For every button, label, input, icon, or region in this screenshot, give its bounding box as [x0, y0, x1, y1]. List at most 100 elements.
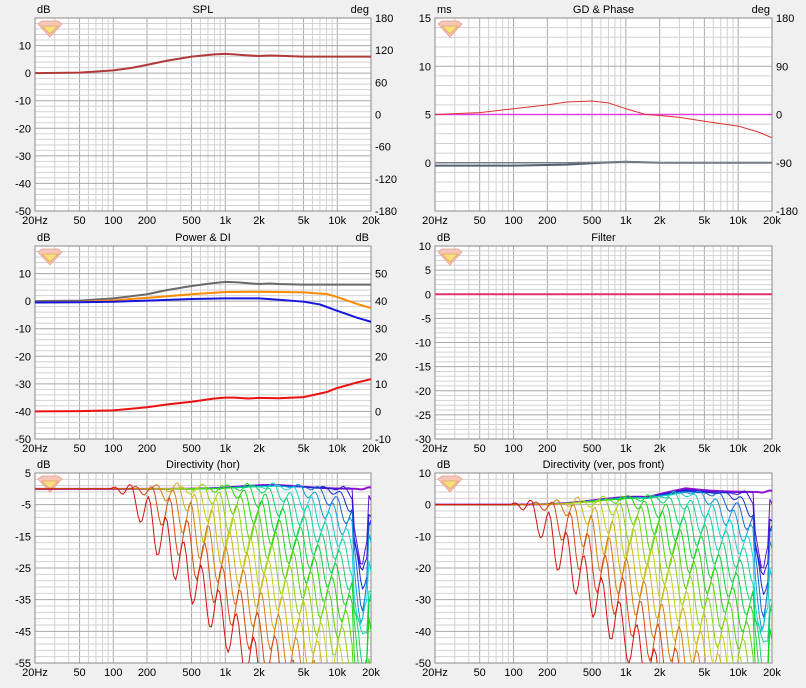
x-tick-label: 2k — [253, 667, 265, 679]
chart-title: GD & Phase — [573, 4, 634, 16]
x-tick-label: 2k — [654, 667, 666, 679]
y2-tick-label: 90 — [776, 61, 788, 73]
x-tick-label: 20k — [362, 443, 380, 455]
x-tick-label: 10k — [729, 215, 747, 227]
y-tick-label: -50 — [15, 206, 31, 218]
x-tick-label: 100 — [104, 215, 122, 227]
y-tick-label: -20 — [415, 563, 431, 575]
x-tick-label: 20Hz — [22, 667, 48, 679]
y-tick-label: -30 — [415, 434, 431, 446]
x-tick-label: 200 — [138, 215, 156, 227]
y-axis-unit: dB — [37, 232, 50, 244]
y-tick-label: 10 — [419, 241, 431, 253]
plot-border — [434, 472, 773, 664]
x-tick-label: 20k — [362, 667, 380, 679]
x-tick-label: 2k — [253, 215, 265, 227]
y-tick-label: -50 — [415, 658, 431, 670]
plot-border — [434, 245, 773, 440]
y-tick-label: 0 — [425, 158, 431, 170]
y-tick-label: 0 — [425, 500, 431, 512]
x-tick-label: 10k — [729, 443, 747, 455]
logo-icon — [37, 20, 63, 38]
y-tick-label: -10 — [15, 324, 31, 336]
y2-tick-label: -180 — [776, 206, 798, 218]
x-tick-label: 100 — [504, 667, 522, 679]
x-tick-label: 20k — [362, 215, 380, 227]
x-tick-label: 200 — [538, 667, 556, 679]
x-tick-label: 1k — [620, 667, 632, 679]
chart-title: Power & DI — [175, 232, 231, 244]
plot-border — [34, 472, 372, 664]
x-tick-label: 50 — [474, 667, 486, 679]
y-tick-label: -45 — [15, 626, 31, 638]
y-axis-unit: ms — [437, 4, 452, 16]
y-tick-label: -10 — [415, 531, 431, 543]
chart-title: Directivity (hor) — [166, 459, 240, 471]
x-tick-label: 500 — [182, 443, 200, 455]
x-tick-label: 20k — [763, 667, 781, 679]
y-tick-label: 0 — [25, 68, 31, 80]
series-line — [35, 378, 371, 413]
y2-tick-label: 20 — [375, 351, 387, 363]
x-tick-label: 1k — [219, 215, 231, 227]
y-tick-label: -40 — [415, 626, 431, 638]
series-line — [435, 161, 772, 164]
chart-panel: 0 5 10 15 -180 -90 0 90 180 20Hz 50 100 200 500 1k 2k 5k… — [419, 4, 798, 227]
y-tick-label: -40 — [15, 406, 31, 418]
y-tick-label: 10 — [19, 269, 31, 281]
y-tick-label: -20 — [15, 123, 31, 135]
x-tick-label: 20Hz — [422, 667, 448, 679]
y2-tick-label: 0 — [375, 406, 381, 418]
x-tick-label: 5k — [699, 667, 711, 679]
logo-icon — [37, 475, 63, 493]
series-line — [35, 297, 371, 323]
x-tick-label: 200 — [538, 215, 556, 227]
x-tick-label: 1k — [219, 443, 231, 455]
y-tick-label: -10 — [15, 96, 31, 108]
y-tick-label: -5 — [21, 500, 31, 512]
x-tick-label: 20Hz — [22, 215, 48, 227]
y-tick-label: -15 — [15, 531, 31, 543]
x-tick-label: 100 — [104, 667, 122, 679]
plot-border — [34, 17, 372, 212]
y-axis-unit: dB — [37, 459, 50, 471]
logo-icon — [437, 248, 463, 266]
x-tick-label: 10k — [328, 215, 346, 227]
y2-tick-label: -180 — [375, 206, 397, 218]
x-tick-label: 10k — [328, 667, 346, 679]
y-tick-label: -35 — [15, 595, 31, 607]
y-tick-label: 10 — [19, 41, 31, 53]
x-tick-label: 500 — [182, 667, 200, 679]
chart-title: Filter — [591, 232, 616, 244]
y2-tick-label: 0 — [375, 110, 381, 122]
y-axis-unit: dB — [37, 4, 50, 16]
y2-axis-unit: deg — [752, 4, 770, 16]
logo-icon — [437, 475, 463, 493]
x-tick-label: 5k — [298, 443, 310, 455]
logo-icon — [37, 248, 63, 266]
x-tick-label: 20Hz — [422, 443, 448, 455]
x-tick-label: 100 — [504, 215, 522, 227]
x-tick-label: 200 — [138, 667, 156, 679]
y-tick-label: 15 — [419, 13, 431, 25]
y-axis-unit: dB — [437, 232, 450, 244]
y2-tick-label: -60 — [375, 142, 391, 154]
x-tick-label: 1k — [219, 667, 231, 679]
y2-tick-label: -90 — [776, 158, 792, 170]
y-tick-label: -20 — [415, 386, 431, 398]
x-tick-label: 200 — [538, 443, 556, 455]
x-tick-label: 50 — [474, 215, 486, 227]
chart-panel: -50 -40 -30 -20 -10 0 10 -180 -120 -60 0 60 120 180 20… — [15, 4, 397, 227]
x-tick-label: 5k — [699, 443, 711, 455]
series-line — [35, 52, 371, 75]
plot-area — [34, 17, 372, 212]
y2-tick-label: 180 — [375, 13, 393, 25]
y-axis-unit: dB — [437, 459, 450, 471]
y-tick-label: -20 — [15, 351, 31, 363]
y-tick-label: 0 — [425, 289, 431, 301]
y-tick-label: 5 — [425, 265, 431, 277]
x-tick-label: 20k — [763, 215, 781, 227]
y-tick-label: -55 — [15, 658, 31, 670]
chart-panel: -50 -40 -30 -20 -10 0 10 -10 0 10 20 30 40 50 20Hz 50 10… — [15, 232, 391, 455]
